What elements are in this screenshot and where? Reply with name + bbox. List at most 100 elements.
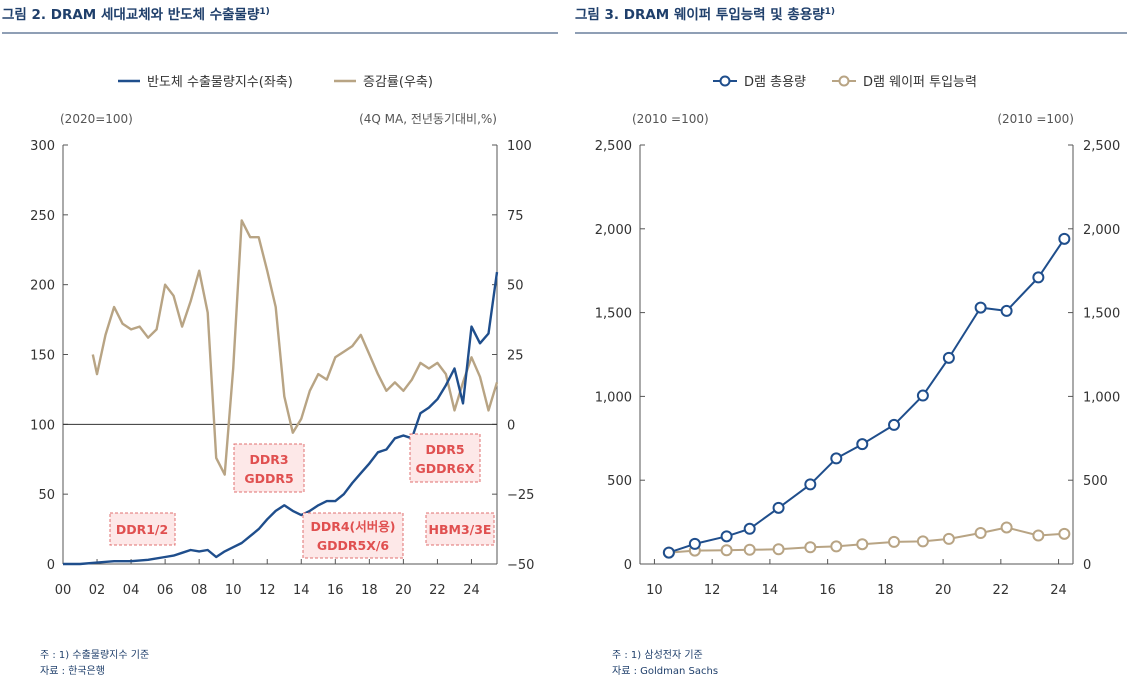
- fig2-left-tick-label: 200: [30, 279, 55, 294]
- fig2-left-tick-label: 250: [30, 209, 55, 224]
- fig2-right-tick-label: 75: [507, 209, 524, 224]
- fig2-source: 자료 : 한국은행: [40, 665, 105, 677]
- fig3-right-tick-label: 500: [1083, 474, 1108, 489]
- fig3-plot: [662, 232, 1071, 559]
- fig2-x-tick-label: 20: [395, 583, 412, 598]
- fig3-series-1-point: [974, 301, 987, 314]
- fig2-left-tick-label: 150: [30, 349, 55, 364]
- fig3-left-tick-label: 1,000: [595, 390, 632, 405]
- fig2-x-tick-label: 08: [191, 583, 208, 598]
- fig3-x-tick-label: 14: [762, 583, 779, 598]
- annotation-ddr3-line1: DDR3: [249, 452, 288, 467]
- fig3-legend-label-wafer: D램 웨이퍼 투입능력: [863, 75, 977, 90]
- fig3-x-tick-label: 12: [704, 583, 721, 598]
- fig3-series-1-point: [743, 522, 756, 535]
- fig3-series-1-point: [662, 546, 675, 559]
- fig2-x-tick-label: 00: [55, 583, 72, 598]
- fig3-left-tick-label: 0: [624, 558, 632, 573]
- fig3-x-tick-label: 10: [646, 583, 663, 598]
- fig2-x-tick-label: 22: [429, 583, 446, 598]
- fig2-x-tick-label: 14: [293, 583, 310, 598]
- fig2-x-tick-label: 12: [259, 583, 276, 598]
- annotation-ddr3: DDR3 GDDR5: [233, 443, 305, 493]
- fig3-x-tick-label: 24: [1050, 583, 1067, 598]
- annotation-ddr4-line2: GDDR5X/6: [317, 538, 390, 553]
- fig3-series-0-point: [916, 535, 929, 548]
- fig2-plot: [63, 219, 499, 566]
- fig3-x-tick-label: 18: [877, 583, 894, 598]
- fig2-left-unit: (2020=100): [60, 112, 133, 126]
- fig2-legend: 반도체 수출물량지수(좌축) 증감률(우축): [118, 75, 433, 90]
- annotation-ddr12-line1: DDR1/2: [116, 522, 168, 537]
- fig2-left-tick-label: 0: [47, 558, 55, 573]
- fig2-annotations: DDR1/2 DDR3 GDDR5 DDR4(서버용) GDDR5X/6 DDR…: [109, 433, 495, 559]
- fig3-series-1-point: [942, 351, 955, 364]
- annotation-ddr5: DDR5 GDDR6X: [409, 433, 481, 483]
- fig2-title: 그림 2. DRAM 세대교체와 반도체 수출물량1): [2, 6, 270, 23]
- fig2-legend-label-rate: 증감률(우축): [363, 75, 433, 90]
- fig3-series-line-1: [668, 238, 1066, 554]
- fig3-axes: 0 500 1,000 1,500 2,000 2,500 0 500 1,000 1,500 2,…: [595, 139, 1120, 598]
- fig2-x-tick-label: 10: [225, 583, 242, 598]
- fig3-series-0-point: [974, 526, 987, 539]
- fig2-axes: 0 50 100 150 200 250 300 −50 −25 0 25 50 75 100 00 02 04…: [30, 139, 534, 598]
- fig3-series-1-point: [1058, 232, 1071, 245]
- fig3-series-1-point: [1032, 271, 1045, 284]
- fig3-legend-marker-capacity: [719, 75, 731, 87]
- fig3-x-tick-label: 20: [935, 583, 952, 598]
- fig3-series-1-point: [688, 537, 701, 550]
- fig2-right-tick-label: −50: [507, 558, 534, 573]
- fig3-series-1-point: [772, 501, 785, 514]
- fig3-left-tick-label: 2,000: [595, 223, 632, 238]
- fig2-left-tick-label: 100: [30, 418, 55, 433]
- fig3-series-0-point: [942, 532, 955, 545]
- fig2-series-line-0: [91, 219, 499, 476]
- fig2-x-tick-label: 04: [123, 583, 140, 598]
- fig3-legend: D램 총용량 D램 웨이퍼 투입능력: [713, 75, 977, 90]
- fig2-right-tick-label: 50: [507, 279, 524, 294]
- fig3-right-tick-label: 0: [1083, 558, 1091, 573]
- fig2-right-tick-label: 0: [507, 418, 515, 433]
- annotation-ddr5-line1: DDR5: [425, 442, 464, 457]
- annotation-hbm-line1: HBM3/3E: [429, 522, 492, 537]
- fig2-x-tick-label: 16: [327, 583, 344, 598]
- fig3-series-0-point: [830, 540, 843, 553]
- fig2-right-tick-label: 25: [507, 349, 524, 364]
- fig3-series-1-point: [888, 418, 901, 431]
- fig2-left-tick-label: 50: [38, 488, 55, 503]
- fig2-x-tick-label: 06: [157, 583, 174, 598]
- fig3-series-0-point: [720, 544, 733, 557]
- annotation-ddr4-line1: DDR4(서버용): [310, 519, 395, 534]
- fig3-series-1-point: [856, 438, 869, 451]
- fig2-right-tick-label: −25: [507, 488, 534, 503]
- fig3-legend-label-capacity: D램 총용량: [744, 75, 806, 90]
- fig3-x-tick-label: 22: [993, 583, 1010, 598]
- annotation-ddr4: DDR4(서버용) GDDR5X/6: [302, 512, 404, 559]
- fig3-right-tick-label: 2,500: [1083, 139, 1120, 154]
- fig3-series-0-point: [772, 543, 785, 556]
- fig3-right-unit: (2010 =100): [997, 112, 1074, 126]
- fig3-series-0-point: [1032, 529, 1045, 542]
- fig3-series-1-point: [720, 530, 733, 543]
- fig2-note: 주 : 1) 수출물량지수 기준: [40, 649, 149, 661]
- fig3-note: 주 : 1) 삼성전자 기준: [612, 649, 703, 661]
- fig2-x-tick-label: 02: [89, 583, 106, 598]
- fig3-series-1-point: [830, 452, 843, 465]
- fig3-series-1-point: [916, 389, 929, 402]
- fig3-right-tick-label: 1,000: [1083, 390, 1120, 405]
- fig3-series-0-point: [888, 535, 901, 548]
- annotation-ddr12: DDR1/2: [109, 512, 176, 546]
- fig3-left-tick-label: 1,500: [595, 307, 632, 322]
- fig3-series-0-point: [743, 543, 756, 556]
- fig3-series-0-point: [1058, 527, 1071, 540]
- fig3-x-tick-label: 16: [819, 583, 836, 598]
- fig3-series-0-point: [804, 541, 817, 554]
- fig2-right-tick-label: 100: [507, 139, 532, 154]
- fig3-left-tick-label: 500: [607, 474, 632, 489]
- fig2-right-unit: (4Q MA, 전년동기대비,%): [359, 112, 497, 126]
- fig3-legend-marker-wafer: [838, 75, 850, 87]
- fig3-series-0-point: [1000, 521, 1013, 534]
- fig2-x-tick-label: 24: [463, 583, 480, 598]
- fig3-right-tick-label: 2,000: [1083, 223, 1120, 238]
